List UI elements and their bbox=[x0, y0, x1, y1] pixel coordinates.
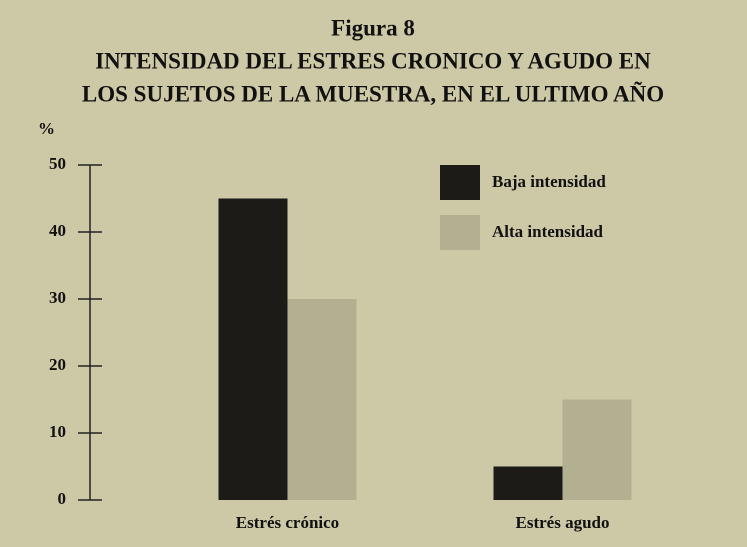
y-tick-label: 50 bbox=[49, 154, 66, 173]
y-axis-label: % bbox=[38, 119, 55, 138]
y-tick-label: 30 bbox=[49, 288, 66, 307]
bar bbox=[562, 399, 632, 500]
y-tick-label: 0 bbox=[58, 489, 67, 508]
legend-label: Baja intensidad bbox=[492, 172, 606, 191]
figure-label: Figura 8 bbox=[331, 15, 415, 40]
legend-label: Alta intensidad bbox=[492, 222, 604, 241]
legend-swatch bbox=[440, 165, 480, 200]
bar bbox=[218, 198, 288, 500]
bar bbox=[493, 466, 563, 500]
y-tick-label: 20 bbox=[49, 355, 66, 374]
y-tick-label: 10 bbox=[49, 422, 66, 441]
chart-title: INTENSIDAD DEL ESTRES CRONICO Y AGUDO EN bbox=[95, 48, 651, 73]
legend-swatch bbox=[440, 215, 480, 250]
x-tick-label: Estrés crónico bbox=[236, 513, 339, 532]
x-tick-label: Estrés agudo bbox=[516, 513, 610, 532]
chart-title: LOS SUJETOS DE LA MUESTRA, EN EL ULTIMO … bbox=[82, 81, 664, 106]
y-tick-label: 40 bbox=[49, 221, 66, 240]
bar bbox=[287, 299, 357, 500]
